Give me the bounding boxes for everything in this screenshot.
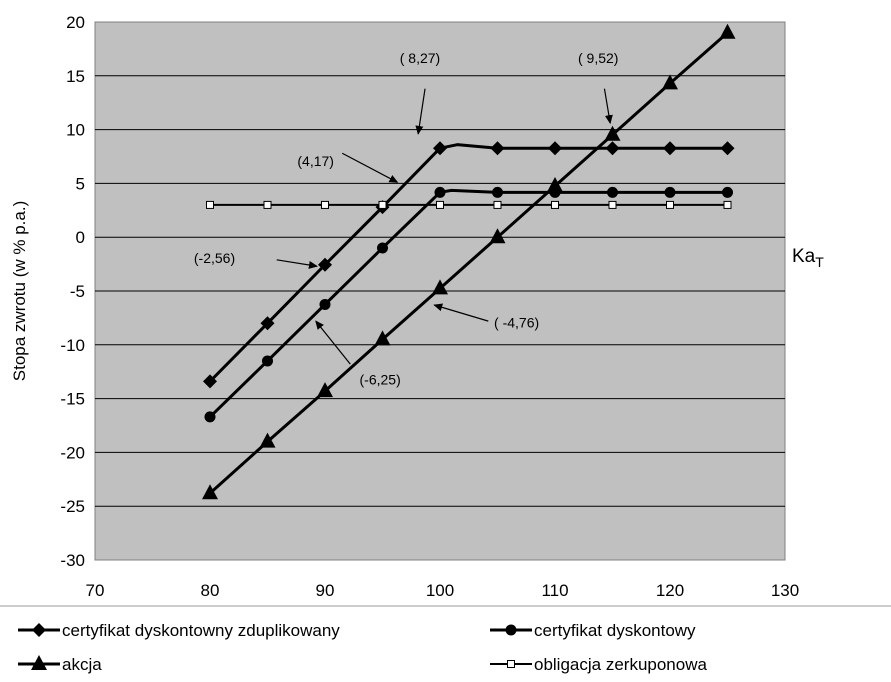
y-tick-label: -5 (70, 282, 85, 301)
data-point-circle (204, 411, 216, 423)
data-point-triangle (317, 382, 333, 398)
data-point-diamond (548, 141, 562, 156)
y-tick-label: 15 (66, 67, 85, 86)
data-point-triangle (259, 432, 276, 448)
x-axis-label: KaT (792, 246, 824, 270)
series-markers (202, 23, 736, 500)
data-point-circle (319, 298, 331, 310)
legend-item-circle: certyfikat dyskontowy (490, 621, 696, 640)
data-point-square (493, 200, 502, 209)
data-point-triangle (374, 330, 391, 346)
series-line-circle (208, 188, 728, 418)
data-point-triangle (202, 484, 218, 500)
annotation-label: (-6,25) (360, 372, 401, 388)
data-point-circle (664, 186, 676, 198)
data-point-diamond (663, 141, 677, 156)
x-axis-label-main: Ka (792, 246, 816, 267)
data-point-square (608, 200, 617, 209)
y-tick-label: 10 (66, 121, 85, 140)
data-point-triangle (662, 74, 678, 90)
x-tick-label: 90 (316, 581, 335, 600)
annotation-label: (-2,56) (194, 250, 235, 266)
annotation-arrow (276, 259, 318, 269)
legend-item-square: obligacja zerkuponowa (490, 655, 707, 674)
annotation-label: ( -4,76) (494, 315, 539, 331)
x-tick-label: 120 (656, 581, 684, 600)
annotation-arrow (341, 152, 399, 183)
data-point-square (378, 200, 387, 209)
data-point-square (321, 200, 329, 209)
annotation-arrow (315, 320, 351, 365)
x-tick-label: 80 (201, 581, 220, 600)
data-point-diamond (605, 141, 620, 156)
annotation-label: ( 8,27) (400, 50, 440, 66)
annotation-arrow (433, 303, 489, 322)
legend-marker-triangle (31, 655, 47, 670)
x-tick-label: 70 (86, 581, 105, 600)
y-tick-label: -15 (60, 390, 85, 409)
data-point-square (723, 200, 732, 209)
data-point-diamond (260, 316, 275, 331)
data-point-circle (434, 186, 446, 198)
data-point-square (436, 200, 444, 209)
data-point-circle (377, 242, 388, 254)
x-tick-label: 100 (426, 581, 454, 600)
y-tick-label: 5 (76, 174, 85, 193)
data-point-square (206, 200, 214, 209)
y-tick-label: -30 (60, 551, 85, 570)
legend-label: obligacja zerkuponowa (534, 655, 707, 674)
data-point-circle (607, 186, 618, 198)
data-point-square (263, 200, 272, 209)
annotation-arrow (603, 88, 613, 125)
data-point-diamond (318, 257, 332, 272)
data-point-diamond (490, 141, 505, 156)
series-line-triangle (208, 31, 729, 495)
x-tick-label: 110 (541, 581, 568, 600)
y-tick-label: -20 (60, 443, 85, 462)
data-point-circle (492, 186, 503, 198)
data-point-circle (722, 186, 733, 198)
legend-marker-square (507, 660, 515, 668)
legend-marker-circle (505, 624, 517, 636)
data-point-triangle (604, 125, 621, 141)
legend-item-triangle: akcja (18, 655, 102, 674)
series-line-diamond (208, 143, 728, 383)
x-axis-label-subscript: T (815, 254, 824, 270)
annotation-arrow (415, 88, 426, 135)
data-point-triangle (432, 279, 448, 295)
data-point-diamond (720, 141, 735, 156)
data-point-diamond (433, 141, 447, 156)
x-tick-labels: 70 80 90 100 110 120 130 (86, 581, 800, 600)
y-axis-label: Stopa zwrotu (w % p.a.) (10, 201, 29, 381)
data-point-triangle (719, 23, 736, 39)
legend-label: certyfikat dyskontowy (534, 621, 696, 640)
y-tick-label: 0 (76, 228, 85, 247)
annotations: ( 8,27) ( 9,52) (4,17) (-2,56) ( -4,76) (-6,2… (194, 50, 619, 388)
data-point-circle (262, 355, 273, 367)
annotation-label: ( 9,52) (578, 50, 618, 66)
legend-item-diamond: certyfikat dyskontowny zduplikowany (18, 621, 340, 640)
data-point-square (666, 200, 674, 209)
legend-label: akcja (62, 655, 102, 674)
legend: certyfikat dyskontowny zduplikowany certy… (18, 621, 707, 674)
annotation-label: (4,17) (297, 153, 334, 169)
y-tick-labels: 20 15 10 5 0 -5 -10 -15 -20 -25 -30 (60, 13, 85, 570)
legend-marker-diamond (32, 623, 46, 637)
y-tick-label: -25 (60, 497, 85, 516)
y-tick-label: -10 (60, 336, 85, 355)
y-tick-label: 20 (66, 13, 85, 32)
data-point-triangle (489, 228, 506, 244)
series-lines (208, 31, 729, 495)
data-point-triangle (547, 176, 563, 192)
data-point-square (551, 200, 559, 209)
legend-label: certyfikat dyskontowny zduplikowany (62, 621, 340, 640)
x-tick-label: 130 (771, 581, 799, 600)
data-point-diamond (203, 374, 217, 389)
